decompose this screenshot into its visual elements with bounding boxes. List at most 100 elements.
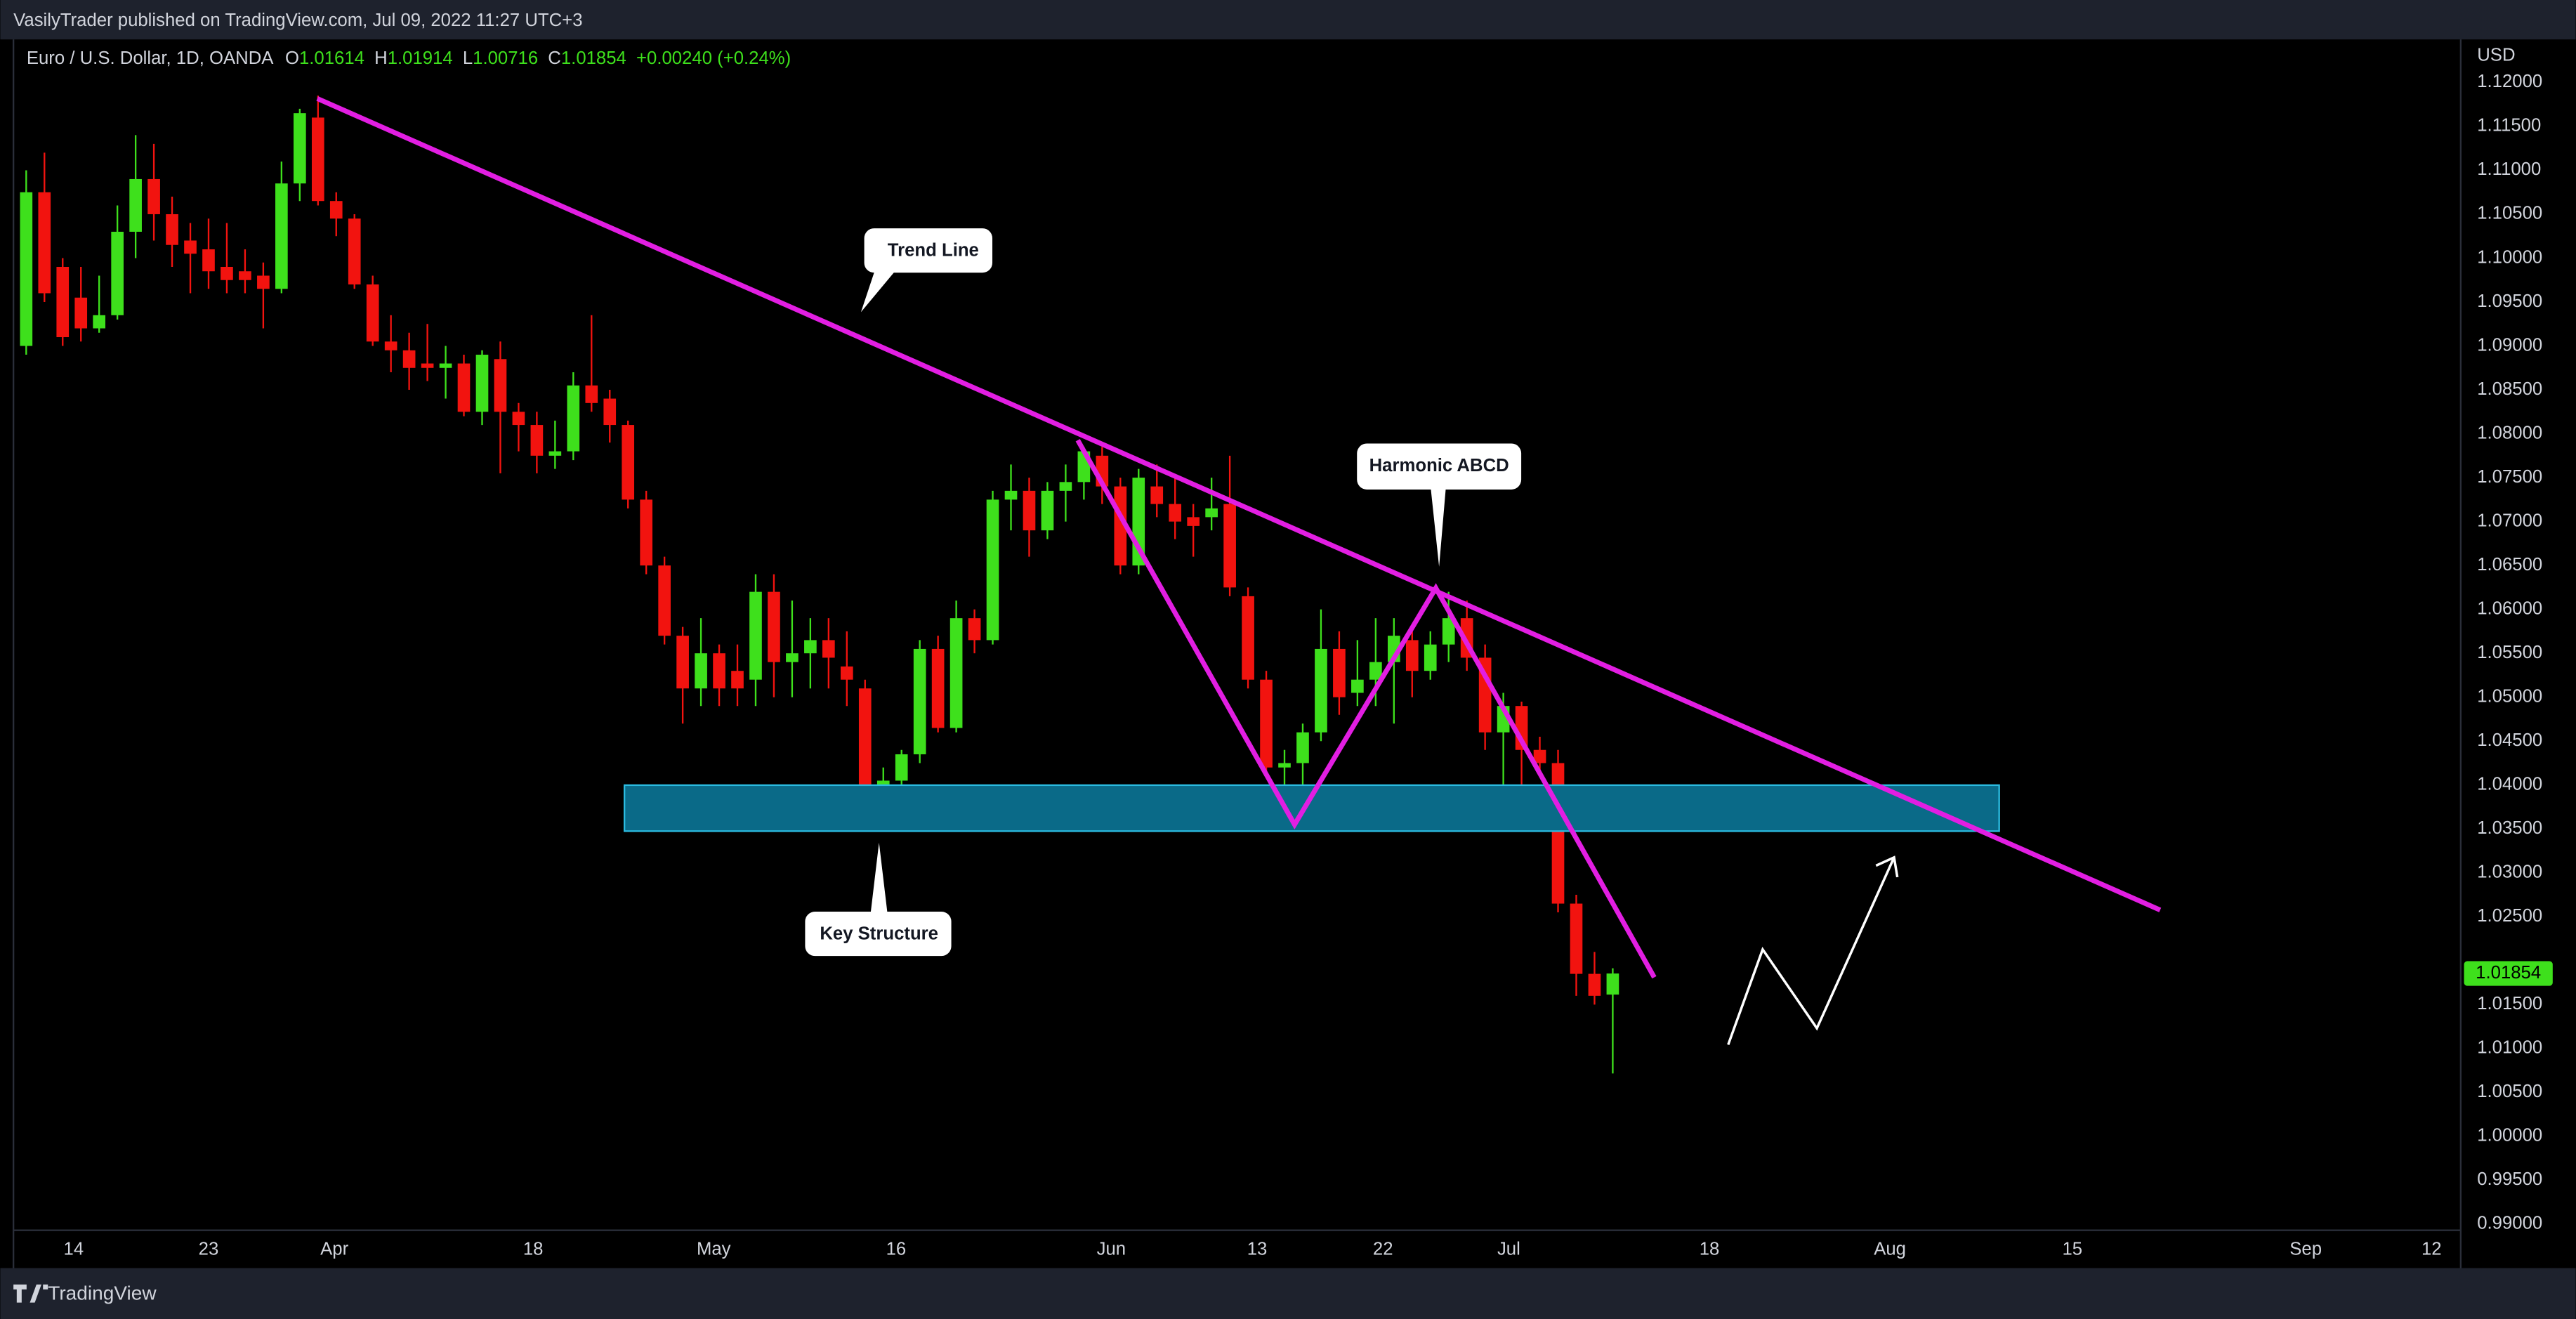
- currency: USD: [2477, 45, 2515, 65]
- projection-arrow: [1727, 857, 1895, 1046]
- x-tick-label: 18: [523, 1240, 544, 1259]
- y-tick-label: 1.02500: [2477, 906, 2542, 926]
- y-tick-label: 1.07000: [2477, 511, 2542, 530]
- candle-body: [1004, 490, 1018, 500]
- last-price-box: [2464, 961, 2553, 986]
- candle-body: [1187, 517, 1200, 526]
- candle-body: [949, 618, 963, 728]
- candle-body: [38, 192, 51, 294]
- y-tick-label: 1.01500: [2477, 994, 2542, 1013]
- candle-body: [348, 218, 361, 284]
- footer-bar: [0, 1268, 2576, 1319]
- candles: [20, 96, 1619, 1074]
- ohlc-value: 1.00716: [473, 48, 538, 68]
- ohlc-value: 1.01614: [299, 48, 364, 68]
- candle-body: [275, 183, 288, 289]
- y-tick-label: 1.10500: [2477, 204, 2542, 223]
- callout-box: [1357, 443, 1522, 567]
- candle-body: [166, 214, 178, 245]
- x-tick-label: 12: [2421, 1240, 2442, 1259]
- candle-body: [129, 178, 142, 232]
- x-tick-label: 13: [1247, 1240, 1268, 1259]
- abcd-pattern: [1075, 439, 1657, 979]
- x-tick-label: Jun: [1097, 1240, 1126, 1259]
- candle-body: [384, 341, 397, 350]
- y-tick-label: 1.04500: [2477, 730, 2542, 750]
- candle-body: [1059, 482, 1072, 491]
- arrow-head: [1875, 855, 1899, 878]
- candle-body: [713, 653, 725, 689]
- top-bar: [0, 0, 2576, 40]
- x-tick-label: 23: [199, 1240, 219, 1259]
- y-tick-label: 0.99000: [2477, 1214, 2542, 1233]
- candle-body: [749, 591, 762, 680]
- callout-box: [860, 228, 993, 313]
- y-tick-label: 1.11000: [2477, 159, 2541, 179]
- candle-body: [74, 297, 88, 329]
- callout-text: Key Structure: [820, 924, 938, 944]
- x-tick-label: May: [697, 1240, 731, 1259]
- candle-body: [1223, 504, 1236, 588]
- candle-body: [93, 315, 106, 329]
- y-tick-label: 1.06500: [2477, 555, 2542, 575]
- candle-body: [311, 117, 324, 202]
- candle-body: [111, 231, 124, 315]
- axes: 1.12000 1.11500 1.11000 1.10500 1.10000 1.095…: [64, 72, 2553, 1259]
- candle-body: [786, 653, 799, 662]
- trend-line: [316, 96, 2162, 912]
- candle-body: [20, 192, 33, 346]
- candle-body: [1570, 903, 1583, 974]
- candle-body: [257, 275, 270, 289]
- candle-body: [439, 363, 452, 368]
- callout-text: Harmonic ABCD: [1369, 456, 1509, 475]
- candle-body: [1169, 504, 1182, 522]
- candle-body: [366, 284, 379, 342]
- change: +0.00240 (+0.24%): [636, 48, 791, 68]
- y-tick-label: 1.09000: [2477, 335, 2542, 355]
- callout-text: Trend Line: [888, 241, 979, 261]
- candle-body: [622, 425, 635, 500]
- candle-body: [858, 688, 872, 803]
- candle-body: [221, 266, 233, 280]
- candle-body: [695, 653, 707, 689]
- y-tick-label: 1.06000: [2477, 598, 2542, 618]
- publisher: VasilyTrader published on TradingView.co…: [13, 11, 582, 30]
- candle-body: [968, 618, 981, 641]
- brand: TradingView: [48, 1282, 157, 1304]
- candle-body: [676, 636, 689, 689]
- x-tick-label: 16: [886, 1240, 907, 1259]
- candle-body: [768, 591, 780, 662]
- x-tick-label: Apr: [320, 1240, 348, 1259]
- y-tick-label: 1.10000: [2477, 247, 2542, 267]
- candle-body: [895, 754, 908, 781]
- candle-body: [1369, 662, 1382, 680]
- symbol-title: Euro / U.S. Dollar, 1D, OANDA: [27, 48, 274, 68]
- candle-body: [804, 640, 817, 654]
- candle-body: [1533, 749, 1546, 763]
- candle-body: [1242, 596, 1254, 680]
- candle-body: [822, 640, 835, 658]
- y-tick-label: 1.00000: [2477, 1126, 2542, 1146]
- candle-body: [1260, 679, 1273, 768]
- drawings: Trend Line Harmonic ABCD Key Structure: [316, 96, 2162, 1046]
- y-tick-label: 1.11500: [2477, 116, 2541, 136]
- candle-body: [530, 425, 544, 456]
- ohlc-key: O: [285, 48, 299, 68]
- candle-body: [239, 271, 251, 280]
- last-price-label: 1.01854: [2476, 963, 2541, 983]
- ohlc-value: 1.01854: [561, 48, 626, 68]
- candle-body: [1551, 763, 1565, 904]
- x-tick-label: Sep: [2289, 1240, 2322, 1259]
- x-tick-label: Jul: [1497, 1240, 1520, 1259]
- y-tick-label: 0.99500: [2477, 1169, 2542, 1189]
- y-tick-label: 1.04000: [2477, 775, 2542, 794]
- candle-body: [986, 499, 999, 641]
- y-tick-label: 1.00500: [2477, 1082, 2542, 1101]
- candle-body: [658, 565, 671, 636]
- candle-body: [329, 201, 343, 219]
- candle-body: [1405, 640, 1419, 671]
- candle-body: [1606, 973, 1619, 995]
